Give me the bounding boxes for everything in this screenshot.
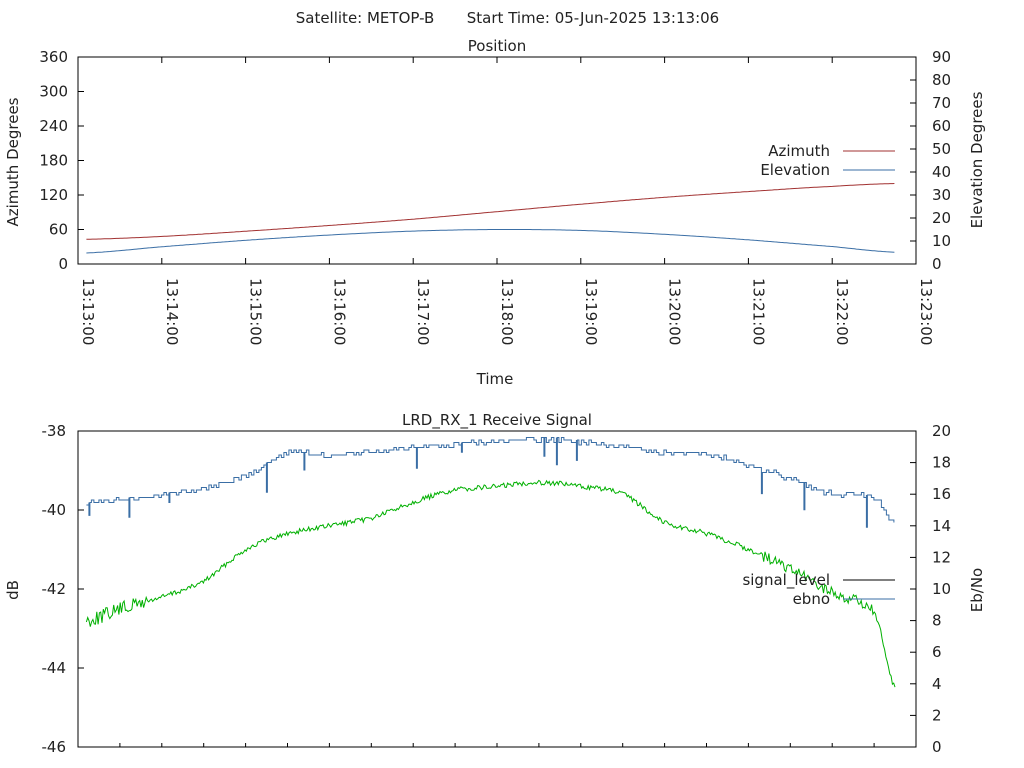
azimuth-tick-label: 120 [39, 186, 68, 204]
ebno-tick-label: 16 [932, 485, 951, 503]
position-series-lines [86, 183, 895, 254]
elevation-tick-label: 80 [932, 71, 951, 89]
time-tick-label: 13:16:00 [330, 278, 348, 345]
azimuth-tick-label: 60 [49, 221, 68, 239]
receive-series-lines [85, 437, 896, 688]
azimuth-tick-label: 0 [58, 255, 68, 273]
elevation-tick-label: 10 [932, 232, 951, 250]
time-tick-label: 13:14:00 [163, 278, 181, 345]
azimuth-tick-label: 360 [39, 48, 68, 66]
time-tick-label: 13:13:00 [79, 278, 97, 345]
elevation-tick-label: 40 [932, 163, 951, 181]
db-tick-label: -42 [42, 580, 67, 598]
ebno-tick-label: 20 [932, 422, 951, 440]
position-axis-ticks: 0 60 120 180 240 300 360 0 10 20 30 40 50 60 70 80 90 13:… [39, 48, 951, 345]
time-tick-label: 13:20:00 [666, 278, 684, 345]
legend-azimuth-label: Azimuth [768, 142, 830, 160]
ebno-tick-label: 10 [932, 580, 951, 598]
db-tick-label: -46 [42, 738, 67, 756]
elevation-tick-label: 50 [932, 140, 951, 158]
ebno-tick-label: 0 [932, 738, 942, 756]
elevation-tick-label: 90 [932, 48, 951, 66]
elevation-line [86, 229, 895, 254]
ebno-tick-label: 4 [932, 675, 942, 693]
azimuth-tick-label: 300 [39, 83, 68, 101]
db-axis-label: dB [4, 580, 22, 600]
ebno-tick-label: 8 [932, 612, 942, 630]
ebno-tick-label: 12 [932, 548, 951, 566]
start-time-label: Start Time: 05-Jun-2025 13:13:06 [467, 9, 719, 27]
legend-signal-level-label: signal_level [742, 571, 830, 590]
db-tick-label: -44 [42, 659, 67, 677]
signal-level-line [85, 479, 896, 688]
satellite-label: Satellite: METOP-B [296, 9, 435, 27]
time-tick-label: 13:17:00 [414, 278, 432, 345]
db-tick-label: -38 [42, 422, 67, 440]
legend-elevation-label: Elevation [760, 161, 830, 179]
time-tick-label: 13:19:00 [582, 278, 600, 345]
ebno-tick-label: 14 [932, 517, 951, 535]
time-tick-label: 13:15:00 [247, 278, 265, 345]
azimuth-tick-label: 240 [39, 117, 68, 135]
receive-signal-chart: LRD_RX_1 Receive Signal -46 -44 -42 -40 -38 0… [4, 411, 986, 756]
azimuth-line [86, 183, 895, 240]
time-tick-label: 13:18:00 [498, 278, 516, 345]
position-legend: Azimuth Elevation [760, 142, 895, 179]
elevation-tick-label: 0 [932, 255, 942, 273]
time-tick-label: 13:23:00 [917, 278, 935, 345]
db-tick-label: -40 [42, 501, 67, 519]
ebno-axis-label: Eb/No [968, 568, 986, 612]
elevation-tick-label: 20 [932, 209, 951, 227]
azimuth-tick-label: 180 [39, 152, 68, 170]
receive-chart-title: LRD_RX_1 Receive Signal [402, 411, 592, 430]
legend-ebno-label: ebno [793, 590, 830, 608]
ebno-tick-label: 6 [932, 643, 942, 661]
elevation-tick-label: 30 [932, 186, 951, 204]
time-axis-label: Time [476, 370, 514, 388]
receive-axis-ticks: -46 -44 -42 -40 -38 0 2 4 6 8 10 12 14 16 18 20 [42, 422, 952, 756]
position-chart-title: Position [468, 37, 526, 55]
azimuth-axis-label: Azimuth Degrees [4, 97, 22, 226]
receive-plot-frame [77, 430, 917, 748]
receive-legend: signal_level ebno [742, 571, 895, 608]
elevation-axis-label: Elevation Degrees [968, 91, 986, 228]
time-tick-label: 13:22:00 [833, 278, 851, 345]
elevation-tick-label: 70 [932, 94, 951, 112]
elevation-tick-label: 60 [932, 117, 951, 135]
ebno-tick-label: 18 [932, 454, 951, 472]
position-chart: Position 0 60 120 180 240 300 360 0 10 20 30 40 50 60… [4, 37, 986, 388]
time-tick-label: 13:21:00 [749, 278, 767, 345]
ebno-tick-label: 2 [932, 706, 942, 724]
ebno-line [86, 437, 895, 528]
